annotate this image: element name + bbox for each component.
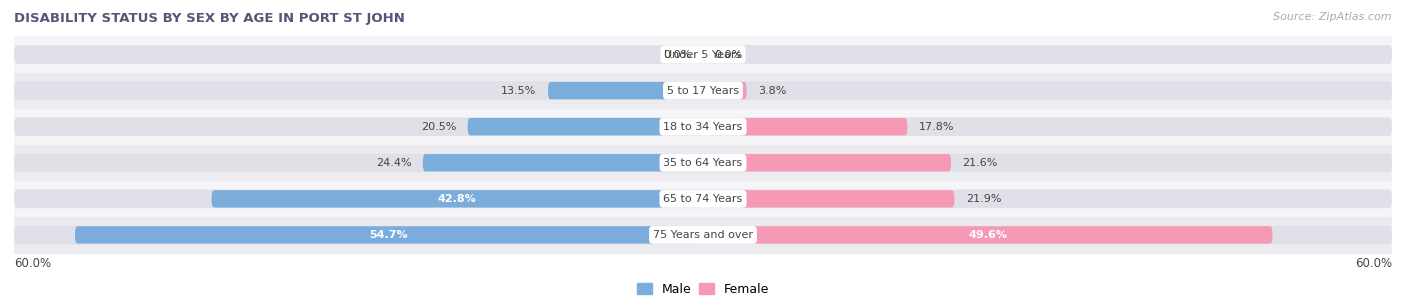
Bar xyxy=(14,73,1392,109)
Text: 21.9%: 21.9% xyxy=(966,194,1001,204)
Text: 0.0%: 0.0% xyxy=(664,50,692,60)
Text: 35 to 64 Years: 35 to 64 Years xyxy=(664,158,742,168)
Text: 21.6%: 21.6% xyxy=(963,158,998,168)
FancyBboxPatch shape xyxy=(703,82,747,99)
FancyBboxPatch shape xyxy=(211,190,703,208)
Text: 13.5%: 13.5% xyxy=(502,86,537,95)
Text: 24.4%: 24.4% xyxy=(375,158,412,168)
Text: 42.8%: 42.8% xyxy=(437,194,477,204)
Text: 54.7%: 54.7% xyxy=(370,230,408,240)
FancyBboxPatch shape xyxy=(423,154,703,171)
FancyBboxPatch shape xyxy=(14,81,1392,100)
Text: DISABILITY STATUS BY SEX BY AGE IN PORT ST JOHN: DISABILITY STATUS BY SEX BY AGE IN PORT … xyxy=(14,12,405,25)
Text: 3.8%: 3.8% xyxy=(758,86,786,95)
Text: Source: ZipAtlas.com: Source: ZipAtlas.com xyxy=(1274,12,1392,22)
FancyBboxPatch shape xyxy=(75,226,703,244)
FancyBboxPatch shape xyxy=(14,117,1392,136)
FancyBboxPatch shape xyxy=(14,45,1392,64)
Text: 60.0%: 60.0% xyxy=(1355,257,1392,270)
FancyBboxPatch shape xyxy=(14,226,1392,244)
Text: 17.8%: 17.8% xyxy=(920,122,955,132)
FancyBboxPatch shape xyxy=(14,154,1392,172)
Text: 20.5%: 20.5% xyxy=(420,122,456,132)
Text: 60.0%: 60.0% xyxy=(14,257,51,270)
FancyBboxPatch shape xyxy=(14,189,1392,208)
Bar xyxy=(14,36,1392,73)
Text: 49.6%: 49.6% xyxy=(969,230,1007,240)
Bar xyxy=(14,109,1392,145)
Text: Under 5 Years: Under 5 Years xyxy=(665,50,741,60)
Legend: Male, Female: Male, Female xyxy=(631,278,775,301)
FancyBboxPatch shape xyxy=(703,226,1272,244)
FancyBboxPatch shape xyxy=(548,82,703,99)
FancyBboxPatch shape xyxy=(703,154,950,171)
Text: 5 to 17 Years: 5 to 17 Years xyxy=(666,86,740,95)
FancyBboxPatch shape xyxy=(703,118,907,135)
FancyBboxPatch shape xyxy=(468,118,703,135)
Text: 75 Years and over: 75 Years and over xyxy=(652,230,754,240)
Text: 0.0%: 0.0% xyxy=(714,50,742,60)
Text: 65 to 74 Years: 65 to 74 Years xyxy=(664,194,742,204)
Bar xyxy=(14,181,1392,217)
Bar xyxy=(14,145,1392,181)
FancyBboxPatch shape xyxy=(703,190,955,208)
Text: 18 to 34 Years: 18 to 34 Years xyxy=(664,122,742,132)
Bar xyxy=(14,217,1392,253)
